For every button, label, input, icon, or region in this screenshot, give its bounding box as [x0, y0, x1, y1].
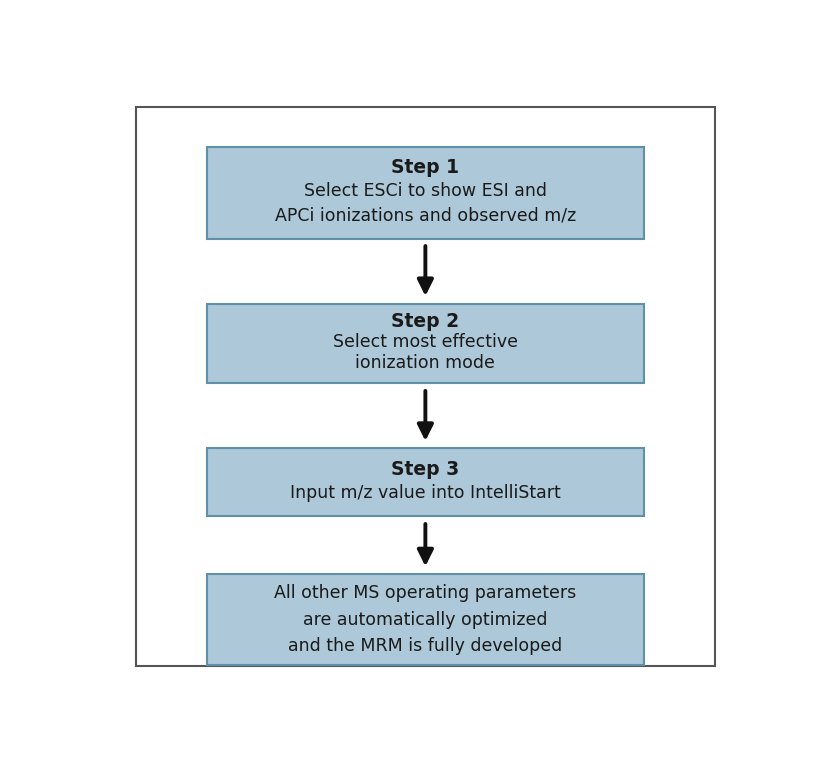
Text: Step 1: Step 1	[392, 158, 459, 177]
Text: are automatically optimized: are automatically optimized	[303, 611, 548, 629]
Bar	[207, 303, 644, 383]
Bar	[207, 574, 644, 666]
Text: Input m/z value into IntelliStart: Input m/z value into IntelliStart	[290, 485, 561, 502]
Bar	[207, 147, 644, 239]
Text: Step 2: Step 2	[391, 312, 460, 331]
Text: APCi ionizations and observed m/z: APCi ionizations and observed m/z	[275, 207, 576, 224]
Text: Step 3: Step 3	[391, 459, 460, 478]
Bar	[207, 449, 644, 516]
Text: Select ESCi to show ESI and: Select ESCi to show ESI and	[304, 183, 547, 200]
Text: and the MRM is fully developed: and the MRM is fully developed	[288, 637, 563, 655]
Text: ionization mode: ionization mode	[355, 355, 496, 372]
Text: Select most effective: Select most effective	[333, 333, 518, 352]
Text: All other MS operating parameters: All other MS operating parameters	[274, 584, 577, 602]
